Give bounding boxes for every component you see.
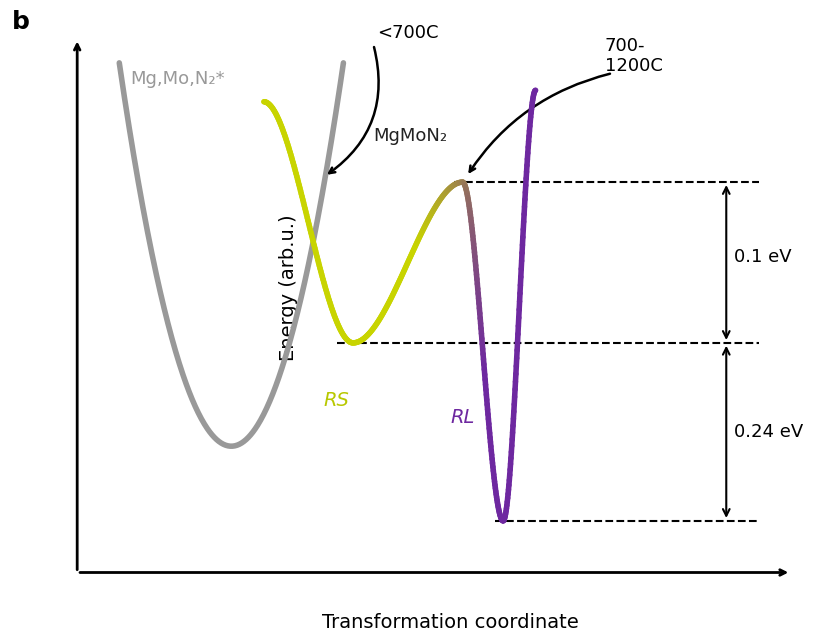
Text: 0.1 eV: 0.1 eV	[734, 248, 792, 266]
Text: MgMoN₂: MgMoN₂	[374, 127, 447, 145]
Text: RL: RL	[450, 408, 474, 427]
Text: RS: RS	[324, 391, 350, 410]
Text: <700C: <700C	[377, 24, 439, 42]
Text: b: b	[12, 10, 31, 34]
Text: 700-
1200C: 700- 1200C	[605, 37, 662, 74]
Text: Transformation coordinate: Transformation coordinate	[322, 613, 579, 632]
Text: Energy (arb.u.): Energy (arb.u.)	[279, 214, 298, 361]
Text: 0.24 eV: 0.24 eV	[734, 423, 804, 441]
Text: Mg,Mo,N₂*: Mg,Mo,N₂*	[130, 70, 224, 88]
